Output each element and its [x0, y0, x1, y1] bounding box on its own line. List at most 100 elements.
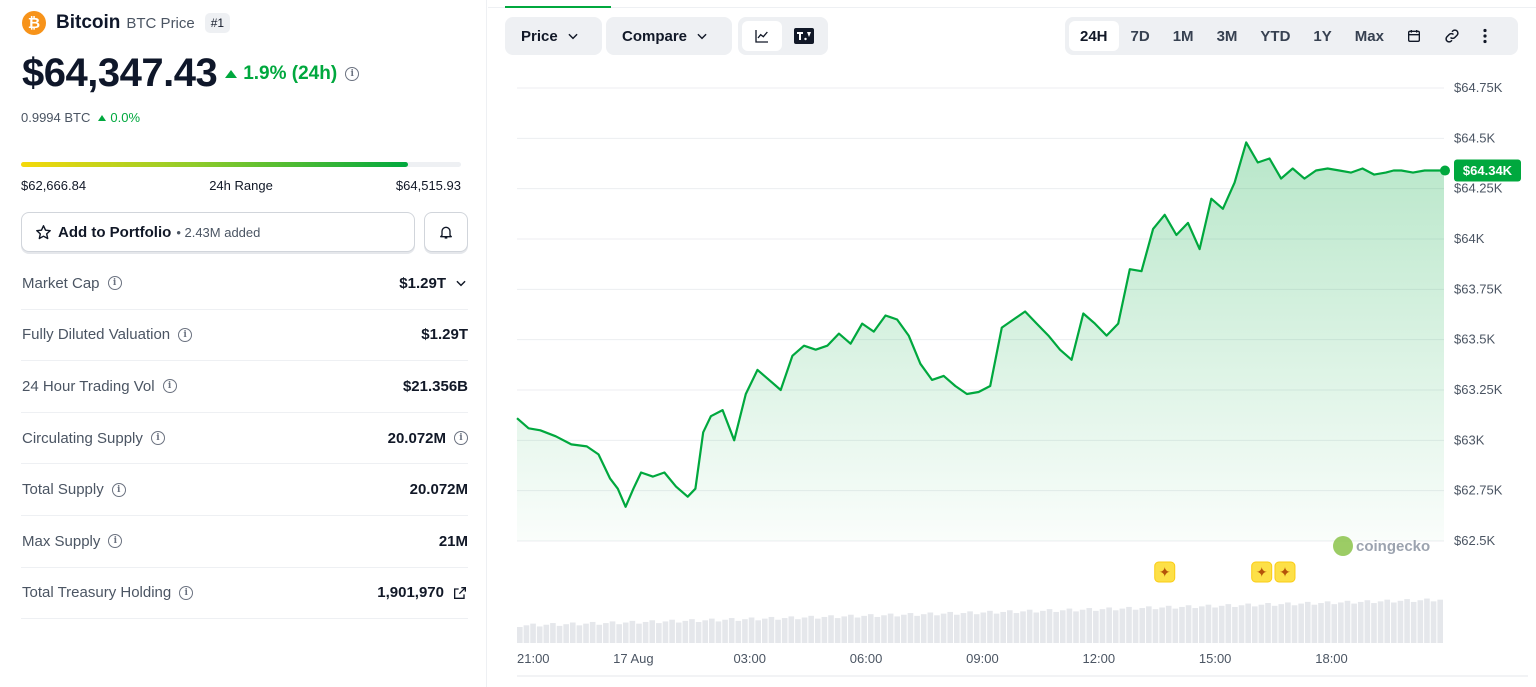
volume-bar	[517, 627, 523, 643]
event-marker[interactable]	[1251, 561, 1273, 583]
volume-bar	[1205, 604, 1212, 643]
info-icon[interactable]: i	[162, 379, 177, 394]
volume-bar	[576, 625, 583, 643]
more-options-button[interactable]	[1472, 21, 1498, 51]
volume-bar	[801, 617, 808, 643]
volume-bar	[828, 615, 834, 643]
volume-bar	[927, 612, 934, 643]
info-icon[interactable]: i	[107, 276, 122, 291]
volume-bar	[1212, 607, 1218, 643]
volume-bar	[523, 625, 530, 643]
stat-value: $1.29T	[399, 275, 468, 292]
price-dropdown[interactable]: Price	[505, 17, 602, 55]
range-ytd[interactable]: YTD	[1260, 27, 1291, 45]
volume-bar	[1165, 605, 1172, 643]
volume-bar	[768, 616, 775, 643]
volume-bar	[748, 617, 755, 643]
coingecko-watermark: coingecko	[1356, 538, 1430, 555]
info-icon[interactable]: i	[179, 585, 194, 600]
volume-bar	[709, 618, 715, 643]
price-chart[interactable]: $64.75K $64.5K $64.25K $64K $63.75K $63.5K $63…	[488, 60, 1536, 687]
x-tick-label: 15:00	[1199, 651, 1232, 666]
volume-bar	[722, 619, 728, 643]
rank-badge: #1	[204, 13, 231, 33]
line-chart-button[interactable]	[742, 21, 782, 51]
range-3m[interactable]: 3M	[1216, 27, 1238, 45]
stat-row-circulating-supply: Circulating Supply i 20.072M i	[21, 413, 468, 465]
share-link-button[interactable]	[1433, 21, 1471, 51]
price-alert-button[interactable]	[424, 212, 468, 252]
volume-bar	[609, 621, 616, 643]
date-picker-button[interactable]	[1396, 21, 1432, 51]
y-tick-label: $62.75K	[1454, 483, 1503, 498]
info-icon[interactable]: i	[108, 534, 123, 549]
caret-up-icon	[225, 69, 238, 78]
volume-bar	[1033, 612, 1040, 643]
volume-bar	[1404, 599, 1410, 643]
compare-dropdown-label: Compare	[622, 27, 688, 45]
range-1y[interactable]: 1Y	[1313, 27, 1332, 45]
volume-bar	[761, 618, 768, 643]
bell-icon	[440, 226, 452, 239]
y-tick-label: $63.25K	[1454, 382, 1503, 397]
volume-bar	[867, 614, 874, 643]
y-tick-label: $63.5K	[1454, 332, 1496, 347]
range-24h[interactable]: 24H	[1069, 21, 1119, 51]
stat-value: 21M	[438, 532, 468, 550]
price-line	[516, 141, 1444, 508]
volume-bar	[947, 611, 954, 643]
price-change-value: 1.9% (24h)	[243, 62, 338, 84]
event-marker[interactable]	[1154, 561, 1176, 583]
volume-bar	[781, 618, 788, 643]
add-to-portfolio-button[interactable]: Add to Portfolio • 2.43M added	[21, 212, 415, 252]
volume-bar	[1417, 600, 1424, 643]
y-tick-label: $64K	[1454, 231, 1485, 246]
stat-label: Max Supply i	[21, 533, 123, 550]
volume-bar	[1093, 610, 1099, 643]
chevron-down-icon	[697, 33, 707, 40]
btc-value: 0.9994 BTC	[21, 110, 91, 125]
bitcoin-logo-icon: ₿	[22, 11, 46, 35]
stat-label: Fully Diluted Valuation i	[21, 326, 193, 343]
info-icon[interactable]: i	[345, 66, 360, 81]
volume-bar	[642, 621, 649, 643]
x-tick-label: 03:00	[733, 651, 766, 666]
volume-bar	[795, 619, 801, 643]
coin-name: Bitcoin	[56, 12, 121, 33]
chevron-down-icon[interactable]	[454, 276, 468, 290]
stat-value: $1.29T	[421, 326, 468, 344]
info-icon[interactable]: i	[454, 431, 468, 446]
range-7d[interactable]: 7D	[1130, 27, 1150, 45]
stat-row-treasury-holding[interactable]: Total Treasury Holding i 1,901,970	[21, 568, 468, 620]
stat-row-market-cap[interactable]: Market Cap i $1.29T	[21, 258, 468, 310]
volume-bar	[1073, 611, 1079, 643]
compare-dropdown[interactable]: Compare	[606, 17, 732, 55]
volume-bar	[1159, 607, 1165, 643]
chart-panel: Price Compare 24H 7D 1M 3M YTD 1Y Max $6…	[488, 0, 1536, 687]
volume-bar	[1146, 606, 1152, 643]
volume-bar	[563, 624, 569, 643]
tradingview-button[interactable]	[784, 21, 824, 51]
volume-bar	[1324, 601, 1331, 643]
volume-bar	[821, 616, 828, 643]
volume-bar	[1311, 604, 1318, 643]
volume-bar	[1371, 603, 1377, 643]
time-range-selector: 24H 7D 1M 3M YTD 1Y Max	[1065, 17, 1518, 55]
range-max[interactable]: Max	[1354, 27, 1384, 45]
info-icon[interactable]: i	[150, 431, 165, 446]
volume-bar	[1291, 605, 1298, 643]
volume-bar	[1397, 600, 1404, 643]
volume-bar	[755, 620, 761, 643]
volume-bar	[1132, 609, 1139, 643]
portfolio-added-count: • 2.43M added	[176, 224, 261, 240]
range-1m[interactable]: 1M	[1172, 27, 1194, 45]
volume-bar	[702, 620, 709, 643]
info-icon[interactable]: i	[111, 482, 126, 497]
volume-bar	[1430, 601, 1437, 643]
event-marker[interactable]	[1274, 561, 1296, 583]
info-icon[interactable]: i	[178, 327, 193, 342]
volume-bar	[569, 622, 576, 643]
volume-bar	[1437, 599, 1443, 643]
external-link-icon[interactable]	[452, 585, 468, 601]
volume-bar	[1271, 605, 1278, 643]
